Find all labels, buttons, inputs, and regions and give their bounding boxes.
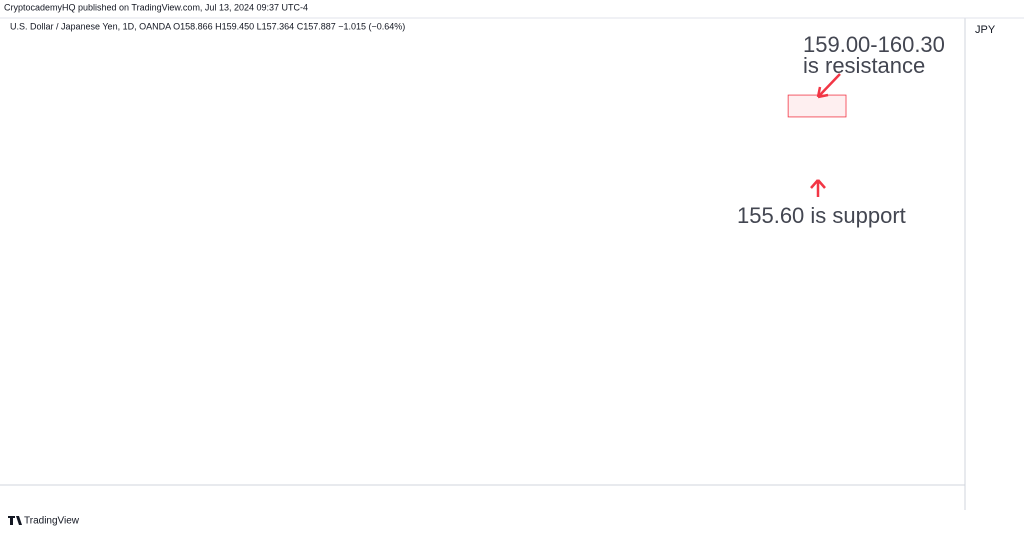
published-note: CryptocademyHQ published on TradingView.… [4,2,308,12]
annotation: is resistance [803,53,925,78]
annotation: 159.00-160.30 [803,32,945,57]
resistance-arrow [816,73,841,99]
symbol-legend: U.S. Dollar / Japanese Yen, 1D, OANDA O1… [10,21,405,31]
support-arrow [810,179,826,197]
annotation: 155.60 is support [737,203,906,228]
resistance-zone [787,94,847,118]
brand: TradingView [24,516,80,527]
brand-logo [8,516,22,525]
currency: JPY [975,24,996,36]
